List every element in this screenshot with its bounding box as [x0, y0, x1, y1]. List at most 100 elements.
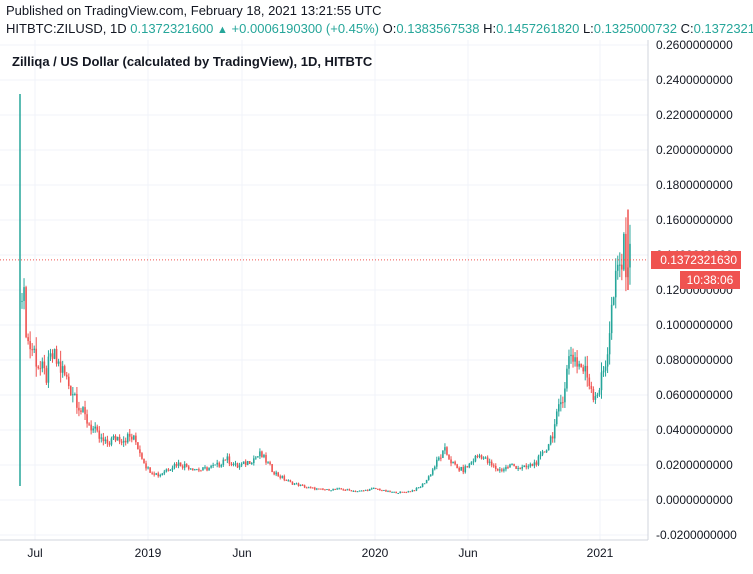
- candle-body: [65, 374, 68, 377]
- candle-body: [309, 487, 312, 489]
- candle-body: [497, 469, 499, 471]
- candle-body: [161, 473, 164, 475]
- candle-body: [94, 426, 96, 429]
- candle-body: [421, 483, 424, 487]
- price-tick-label: -0.0200000000: [656, 528, 737, 542]
- open-label: O:: [382, 21, 397, 36]
- candle-body: [616, 264, 619, 271]
- candle-body: [338, 488, 340, 490]
- price-change: +0.0006190300 (+0.45%): [231, 21, 380, 36]
- candle-body: [285, 479, 288, 481]
- candle-body: [145, 463, 147, 469]
- candle-body: [61, 366, 64, 373]
- candle-body: [417, 487, 420, 489]
- candle-body: [612, 297, 615, 305]
- candle-body: [307, 487, 310, 489]
- candle-body: [244, 461, 247, 466]
- candle-body: [183, 464, 186, 468]
- candle-body: [389, 490, 391, 492]
- candle-body: [596, 394, 599, 397]
- candle-body: [220, 465, 223, 467]
- candle-body: [177, 462, 180, 466]
- candle-body: [253, 458, 255, 463]
- candle-body: [419, 486, 422, 488]
- candle-body: [192, 468, 194, 471]
- candle-body: [566, 368, 568, 389]
- candle-body: [88, 423, 90, 425]
- candle-body: [464, 466, 467, 473]
- candle-body: [155, 473, 157, 475]
- candle-body: [171, 467, 174, 470]
- candle-body: [39, 368, 42, 370]
- time-tick-label: Jul: [27, 546, 42, 560]
- candle-body: [98, 430, 101, 439]
- candle-body: [124, 440, 127, 443]
- candle-body: [484, 457, 487, 459]
- candle-body: [336, 488, 338, 490]
- candle-body: [476, 455, 479, 457]
- candle-body: [33, 348, 35, 350]
- candle-body: [370, 488, 373, 490]
- candle-body: [352, 490, 355, 492]
- candle-body: [67, 376, 70, 387]
- high-value: 0.1457261820: [496, 21, 580, 36]
- candle-body: [29, 341, 31, 350]
- candle-body: [366, 489, 369, 491]
- candle-body: [332, 489, 334, 491]
- candle-body: [126, 433, 129, 443]
- candle-body: [269, 462, 271, 465]
- chart-grid: [0, 40, 648, 540]
- candle-body: [395, 491, 397, 494]
- candle-body: [602, 370, 605, 373]
- candle-body: [255, 457, 257, 459]
- price-tick-label: 0.2200000000: [656, 108, 733, 122]
- candle-body: [488, 461, 491, 463]
- candle-body: [527, 466, 530, 468]
- candle-body: [165, 469, 168, 472]
- candle-body: [555, 411, 558, 425]
- candle-body: [35, 348, 38, 367]
- candle-body: [372, 488, 375, 490]
- candle-body: [379, 488, 381, 491]
- candle-body: [187, 466, 190, 470]
- candle-body: [529, 464, 532, 467]
- candle-body: [102, 437, 105, 442]
- candle-body: [72, 394, 74, 396]
- candle-body: [216, 462, 218, 465]
- candle-body: [403, 491, 406, 493]
- chart-title: Zilliqa / US Dollar (calculated by Tradi…: [12, 54, 373, 69]
- candle-body: [45, 368, 48, 383]
- candle-body: [436, 459, 438, 467]
- candle-body: [533, 462, 536, 466]
- candle-body: [411, 490, 414, 492]
- candle-body: [446, 447, 448, 455]
- candle-body: [236, 463, 239, 468]
- candle-body: [460, 467, 462, 471]
- candle-body: [415, 487, 418, 491]
- candle-body: [499, 469, 501, 471]
- candle-body: [210, 465, 212, 468]
- candle-body: [625, 233, 627, 278]
- candle-body: [291, 481, 294, 485]
- candle-body: [76, 393, 78, 408]
- candle-body: [238, 465, 241, 468]
- candle-body: [385, 489, 387, 492]
- candle-body: [283, 476, 286, 480]
- candle-body: [474, 455, 477, 462]
- candle-body: [470, 462, 473, 464]
- candle-body: [562, 402, 564, 404]
- candle-body: [287, 480, 290, 482]
- candle-body: [112, 436, 115, 439]
- candle-body: [535, 462, 538, 465]
- candle-body: [222, 459, 225, 466]
- candle-body: [108, 443, 111, 445]
- candle-body: [84, 407, 86, 415]
- candle-body: [356, 491, 359, 493]
- candle-body: [549, 436, 552, 445]
- candle-body: [271, 464, 273, 473]
- candle-body: [281, 476, 284, 478]
- candle-body: [273, 472, 275, 475]
- candle-body: [505, 467, 507, 470]
- low-label: L:: [582, 21, 594, 36]
